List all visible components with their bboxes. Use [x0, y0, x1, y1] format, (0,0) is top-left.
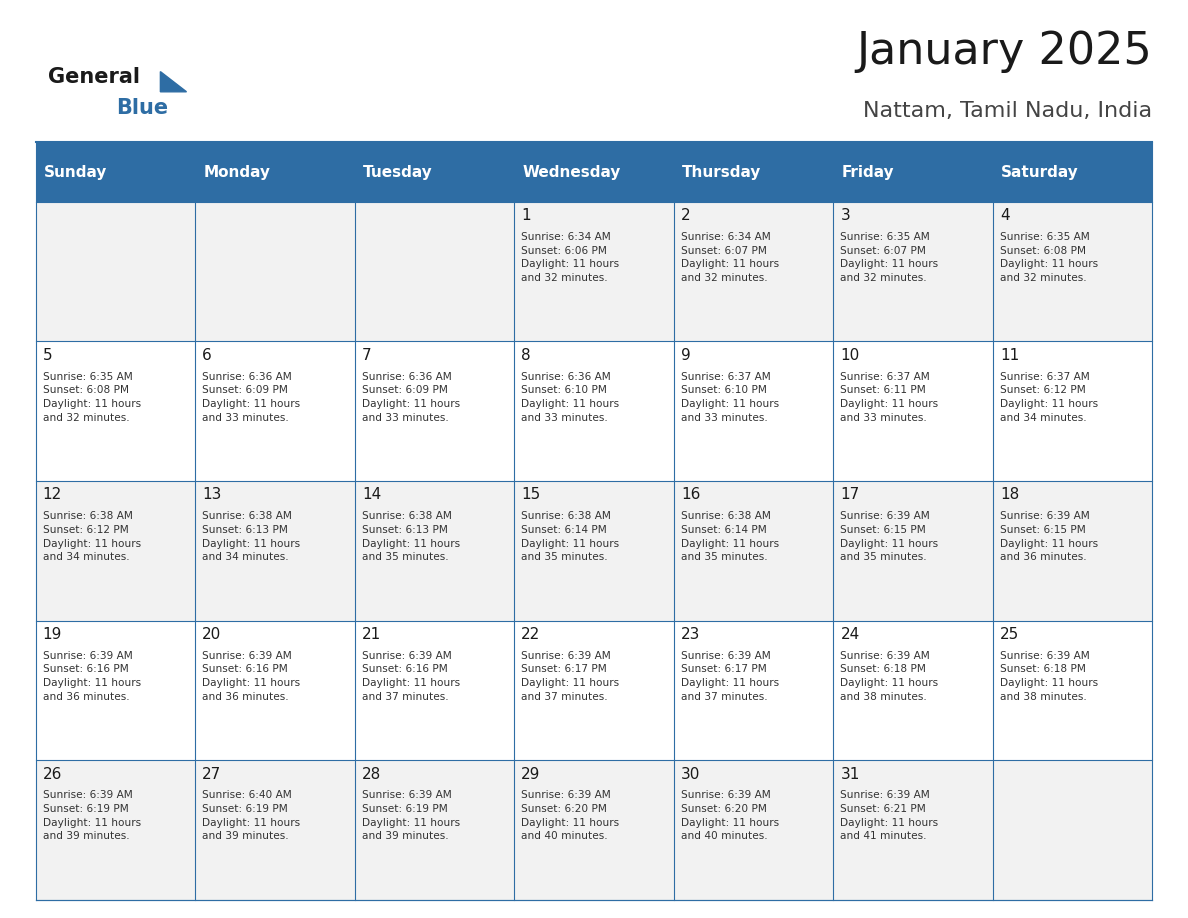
Text: Sunrise: 6:39 AM
Sunset: 6:18 PM
Daylight: 11 hours
and 38 minutes.: Sunrise: 6:39 AM Sunset: 6:18 PM Dayligh… — [1000, 651, 1098, 701]
Text: 10: 10 — [840, 348, 860, 363]
Text: Sunrise: 6:38 AM
Sunset: 6:13 PM
Daylight: 11 hours
and 34 minutes.: Sunrise: 6:38 AM Sunset: 6:13 PM Dayligh… — [202, 511, 301, 562]
Text: Sunrise: 6:39 AM
Sunset: 6:17 PM
Daylight: 11 hours
and 37 minutes.: Sunrise: 6:39 AM Sunset: 6:17 PM Dayligh… — [522, 651, 619, 701]
Text: 16: 16 — [681, 487, 700, 502]
Text: Sunrise: 6:39 AM
Sunset: 6:18 PM
Daylight: 11 hours
and 38 minutes.: Sunrise: 6:39 AM Sunset: 6:18 PM Dayligh… — [840, 651, 939, 701]
Text: Sunrise: 6:39 AM
Sunset: 6:19 PM
Daylight: 11 hours
and 39 minutes.: Sunrise: 6:39 AM Sunset: 6:19 PM Dayligh… — [43, 790, 141, 841]
Bar — [36, 142, 1152, 202]
Text: 31: 31 — [840, 767, 860, 781]
Text: 11: 11 — [1000, 348, 1019, 363]
Text: 6: 6 — [202, 348, 211, 363]
Text: Sunrise: 6:34 AM
Sunset: 6:07 PM
Daylight: 11 hours
and 32 minutes.: Sunrise: 6:34 AM Sunset: 6:07 PM Dayligh… — [681, 232, 779, 283]
Text: Sunrise: 6:37 AM
Sunset: 6:12 PM
Daylight: 11 hours
and 34 minutes.: Sunrise: 6:37 AM Sunset: 6:12 PM Dayligh… — [1000, 372, 1098, 422]
Text: 17: 17 — [840, 487, 860, 502]
Text: Saturday: Saturday — [1000, 164, 1079, 180]
Bar — [36, 341, 1152, 481]
Text: Sunrise: 6:39 AM
Sunset: 6:17 PM
Daylight: 11 hours
and 37 minutes.: Sunrise: 6:39 AM Sunset: 6:17 PM Dayligh… — [681, 651, 779, 701]
Text: Sunday: Sunday — [44, 164, 107, 180]
Text: Nattam, Tamil Nadu, India: Nattam, Tamil Nadu, India — [864, 101, 1152, 121]
Text: Sunrise: 6:37 AM
Sunset: 6:10 PM
Daylight: 11 hours
and 33 minutes.: Sunrise: 6:37 AM Sunset: 6:10 PM Dayligh… — [681, 372, 779, 422]
Text: 1: 1 — [522, 208, 531, 223]
Text: Sunrise: 6:39 AM
Sunset: 6:16 PM
Daylight: 11 hours
and 36 minutes.: Sunrise: 6:39 AM Sunset: 6:16 PM Dayligh… — [202, 651, 301, 701]
Text: Sunrise: 6:39 AM
Sunset: 6:21 PM
Daylight: 11 hours
and 41 minutes.: Sunrise: 6:39 AM Sunset: 6:21 PM Dayligh… — [840, 790, 939, 841]
Text: Sunrise: 6:39 AM
Sunset: 6:16 PM
Daylight: 11 hours
and 37 minutes.: Sunrise: 6:39 AM Sunset: 6:16 PM Dayligh… — [362, 651, 460, 701]
Text: 29: 29 — [522, 767, 541, 781]
Text: 30: 30 — [681, 767, 700, 781]
Text: Blue: Blue — [116, 97, 169, 118]
Text: Sunrise: 6:34 AM
Sunset: 6:06 PM
Daylight: 11 hours
and 32 minutes.: Sunrise: 6:34 AM Sunset: 6:06 PM Dayligh… — [522, 232, 619, 283]
Text: 2: 2 — [681, 208, 690, 223]
Text: Friday: Friday — [841, 164, 893, 180]
Text: Sunrise: 6:37 AM
Sunset: 6:11 PM
Daylight: 11 hours
and 33 minutes.: Sunrise: 6:37 AM Sunset: 6:11 PM Dayligh… — [840, 372, 939, 422]
Text: 19: 19 — [43, 627, 62, 642]
Bar — [36, 481, 1152, 621]
Text: January 2025: January 2025 — [857, 30, 1152, 73]
Text: Sunrise: 6:39 AM
Sunset: 6:15 PM
Daylight: 11 hours
and 36 minutes.: Sunrise: 6:39 AM Sunset: 6:15 PM Dayligh… — [1000, 511, 1098, 562]
Text: 9: 9 — [681, 348, 690, 363]
Text: General: General — [48, 67, 139, 87]
Text: Sunrise: 6:38 AM
Sunset: 6:14 PM
Daylight: 11 hours
and 35 minutes.: Sunrise: 6:38 AM Sunset: 6:14 PM Dayligh… — [681, 511, 779, 562]
Text: 8: 8 — [522, 348, 531, 363]
Text: 25: 25 — [1000, 627, 1019, 642]
Text: Sunrise: 6:39 AM
Sunset: 6:15 PM
Daylight: 11 hours
and 35 minutes.: Sunrise: 6:39 AM Sunset: 6:15 PM Dayligh… — [840, 511, 939, 562]
Text: Sunrise: 6:36 AM
Sunset: 6:09 PM
Daylight: 11 hours
and 33 minutes.: Sunrise: 6:36 AM Sunset: 6:09 PM Dayligh… — [202, 372, 301, 422]
Text: Sunrise: 6:36 AM
Sunset: 6:10 PM
Daylight: 11 hours
and 33 minutes.: Sunrise: 6:36 AM Sunset: 6:10 PM Dayligh… — [522, 372, 619, 422]
Bar — [36, 621, 1152, 760]
Text: Sunrise: 6:35 AM
Sunset: 6:07 PM
Daylight: 11 hours
and 32 minutes.: Sunrise: 6:35 AM Sunset: 6:07 PM Dayligh… — [840, 232, 939, 283]
Text: 22: 22 — [522, 627, 541, 642]
Polygon shape — [160, 72, 187, 92]
Text: Sunrise: 6:40 AM
Sunset: 6:19 PM
Daylight: 11 hours
and 39 minutes.: Sunrise: 6:40 AM Sunset: 6:19 PM Dayligh… — [202, 790, 301, 841]
Text: 12: 12 — [43, 487, 62, 502]
Text: Sunrise: 6:35 AM
Sunset: 6:08 PM
Daylight: 11 hours
and 32 minutes.: Sunrise: 6:35 AM Sunset: 6:08 PM Dayligh… — [1000, 232, 1098, 283]
Text: 14: 14 — [362, 487, 381, 502]
Text: Sunrise: 6:39 AM
Sunset: 6:19 PM
Daylight: 11 hours
and 39 minutes.: Sunrise: 6:39 AM Sunset: 6:19 PM Dayligh… — [362, 790, 460, 841]
Text: Tuesday: Tuesday — [362, 164, 432, 180]
Text: Sunrise: 6:36 AM
Sunset: 6:09 PM
Daylight: 11 hours
and 33 minutes.: Sunrise: 6:36 AM Sunset: 6:09 PM Dayligh… — [362, 372, 460, 422]
Text: 7: 7 — [362, 348, 372, 363]
Text: 23: 23 — [681, 627, 700, 642]
Text: Sunrise: 6:39 AM
Sunset: 6:20 PM
Daylight: 11 hours
and 40 minutes.: Sunrise: 6:39 AM Sunset: 6:20 PM Dayligh… — [522, 790, 619, 841]
Text: 26: 26 — [43, 767, 62, 781]
Text: 4: 4 — [1000, 208, 1010, 223]
Text: 18: 18 — [1000, 487, 1019, 502]
Text: 27: 27 — [202, 767, 221, 781]
Text: Sunrise: 6:35 AM
Sunset: 6:08 PM
Daylight: 11 hours
and 32 minutes.: Sunrise: 6:35 AM Sunset: 6:08 PM Dayligh… — [43, 372, 141, 422]
Text: Thursday: Thursday — [682, 164, 762, 180]
Text: Sunrise: 6:39 AM
Sunset: 6:20 PM
Daylight: 11 hours
and 40 minutes.: Sunrise: 6:39 AM Sunset: 6:20 PM Dayligh… — [681, 790, 779, 841]
Text: 28: 28 — [362, 767, 381, 781]
Text: 13: 13 — [202, 487, 222, 502]
Bar — [36, 760, 1152, 900]
Text: 3: 3 — [840, 208, 851, 223]
Text: 15: 15 — [522, 487, 541, 502]
Text: Sunrise: 6:38 AM
Sunset: 6:13 PM
Daylight: 11 hours
and 35 minutes.: Sunrise: 6:38 AM Sunset: 6:13 PM Dayligh… — [362, 511, 460, 562]
Text: Sunrise: 6:38 AM
Sunset: 6:12 PM
Daylight: 11 hours
and 34 minutes.: Sunrise: 6:38 AM Sunset: 6:12 PM Dayligh… — [43, 511, 141, 562]
Text: Sunrise: 6:39 AM
Sunset: 6:16 PM
Daylight: 11 hours
and 36 minutes.: Sunrise: 6:39 AM Sunset: 6:16 PM Dayligh… — [43, 651, 141, 701]
Text: 21: 21 — [362, 627, 381, 642]
Text: 5: 5 — [43, 348, 52, 363]
Text: 24: 24 — [840, 627, 860, 642]
Bar — [36, 202, 1152, 341]
Text: Monday: Monday — [203, 164, 270, 180]
Text: Wednesday: Wednesday — [523, 164, 620, 180]
Text: 20: 20 — [202, 627, 221, 642]
Text: Sunrise: 6:38 AM
Sunset: 6:14 PM
Daylight: 11 hours
and 35 minutes.: Sunrise: 6:38 AM Sunset: 6:14 PM Dayligh… — [522, 511, 619, 562]
